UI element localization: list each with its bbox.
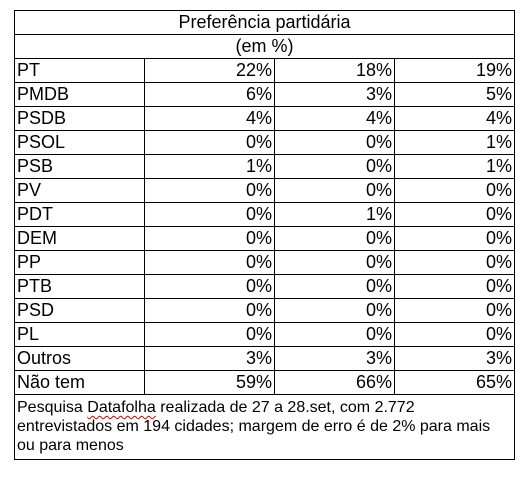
party-name-cell[interactable]: PT: [14, 58, 145, 83]
value-cell-2[interactable]: 3%: [274, 82, 395, 107]
value-cell-2[interactable]: 0%: [274, 178, 395, 203]
subtitle-row: (em %): [13, 34, 516, 59]
value-cell-1[interactable]: 1%: [144, 154, 275, 179]
table-row: PSD 0% 0% 0%: [14, 298, 516, 323]
value-cell-2[interactable]: 3%: [274, 346, 395, 371]
party-name-cell[interactable]: PV: [14, 178, 145, 203]
survey-note-before: Pesquisa: [17, 399, 88, 416]
party-name-cell[interactable]: PTB: [14, 274, 145, 299]
party-name-cell[interactable]: PP: [14, 250, 145, 275]
value-cell-3[interactable]: 0%: [393, 226, 516, 251]
value-cell-1[interactable]: 0%: [144, 202, 275, 227]
party-name-cell[interactable]: PSOL: [14, 130, 145, 155]
table-row: PP 0% 0% 0%: [14, 250, 516, 275]
value-cell-1[interactable]: 0%: [144, 274, 275, 299]
value-cell-1[interactable]: 0%: [144, 298, 275, 323]
party-name-cell[interactable]: PDT: [14, 202, 145, 227]
party-name-cell[interactable]: PSB: [14, 154, 145, 179]
party-name-cell[interactable]: PSDB: [14, 106, 145, 131]
table-row: PSOL 0% 0% 1%: [14, 130, 516, 155]
table-row: PL 0% 0% 0%: [14, 322, 516, 347]
value-cell-2[interactable]: 0%: [274, 298, 395, 323]
value-cell-3[interactable]: 5%: [393, 82, 516, 107]
table-row: Outros 3% 3% 3%: [14, 346, 516, 371]
table-row: PSB 1% 0% 1%: [14, 154, 516, 179]
value-cell-3[interactable]: 65%: [393, 370, 516, 395]
value-cell-2[interactable]: 0%: [274, 250, 395, 275]
value-cell-3[interactable]: 0%: [393, 298, 516, 323]
value-cell-1[interactable]: 0%: [144, 322, 275, 347]
table-row: PSDB 4% 4% 4%: [14, 106, 516, 131]
title-row: Preferência partidária: [13, 10, 516, 35]
value-cell-2[interactable]: 66%: [274, 370, 395, 395]
value-cell-3[interactable]: 0%: [393, 202, 516, 227]
value-cell-1[interactable]: 0%: [144, 250, 275, 275]
value-cell-2[interactable]: 0%: [274, 154, 395, 179]
table-body: Preferência partidária (em %) PT 22% 18% 19…: [13, 10, 516, 460]
value-cell-2[interactable]: 0%: [274, 322, 395, 347]
value-cell-2[interactable]: 4%: [274, 106, 395, 131]
value-cell-3[interactable]: 0%: [393, 178, 516, 203]
value-cell-3[interactable]: 1%: [393, 154, 516, 179]
value-cell-3[interactable]: 0%: [393, 322, 516, 347]
survey-note-flagged-word: Datafolha: [87, 399, 156, 416]
value-cell-1[interactable]: 0%: [144, 178, 275, 203]
survey-note[interactable]: Pesquisa Datafolha realizada de 27 a 28.…: [13, 394, 516, 460]
value-cell-1[interactable]: 0%: [144, 130, 275, 155]
value-cell-3[interactable]: 1%: [393, 130, 516, 155]
value-cell-3[interactable]: 3%: [393, 346, 516, 371]
party-name-cell[interactable]: PSD: [14, 298, 145, 323]
table-row: PMDB 6% 3% 5%: [14, 82, 516, 107]
value-cell-3[interactable]: 0%: [393, 274, 516, 299]
value-cell-3[interactable]: 0%: [393, 250, 516, 275]
party-preference-table: Preferência partidária (em %) PT 22% 18% 19…: [13, 10, 516, 460]
value-cell-1[interactable]: 22%: [144, 58, 275, 83]
table-title[interactable]: Preferência partidária: [13, 10, 516, 35]
party-name-cell[interactable]: Não tem: [14, 370, 145, 395]
table-row: PDT 0% 1% 0%: [14, 202, 516, 227]
table-row: PV 0% 0% 0%: [14, 178, 516, 203]
value-cell-2[interactable]: 0%: [274, 226, 395, 251]
survey-note-after: realizada de 27 a 28.set, com 2.772 entr…: [17, 399, 491, 454]
table-row: DEM 0% 0% 0%: [14, 226, 516, 251]
party-name-cell[interactable]: PMDB: [14, 82, 145, 107]
party-name-cell[interactable]: Outros: [14, 346, 145, 371]
value-cell-1[interactable]: 59%: [144, 370, 275, 395]
table-subtitle[interactable]: (em %): [13, 34, 516, 59]
value-cell-1[interactable]: 6%: [144, 82, 275, 107]
value-cell-2[interactable]: 0%: [274, 130, 395, 155]
value-cell-2[interactable]: 0%: [274, 274, 395, 299]
value-cell-2[interactable]: 18%: [274, 58, 395, 83]
value-cell-1[interactable]: 0%: [144, 226, 275, 251]
value-cell-1[interactable]: 3%: [144, 346, 275, 371]
party-name-cell[interactable]: DEM: [14, 226, 145, 251]
note-row: Pesquisa Datafolha realizada de 27 a 28.…: [13, 394, 516, 460]
party-name-cell[interactable]: PL: [14, 322, 145, 347]
value-cell-1[interactable]: 4%: [144, 106, 275, 131]
table-row: Não tem 59% 66% 65%: [14, 370, 516, 395]
table-row: PT 22% 18% 19%: [14, 58, 516, 83]
value-cell-3[interactable]: 4%: [393, 106, 516, 131]
value-cell-3[interactable]: 19%: [393, 58, 516, 83]
table-row: PTB 0% 0% 0%: [14, 274, 516, 299]
value-cell-2[interactable]: 1%: [274, 202, 395, 227]
